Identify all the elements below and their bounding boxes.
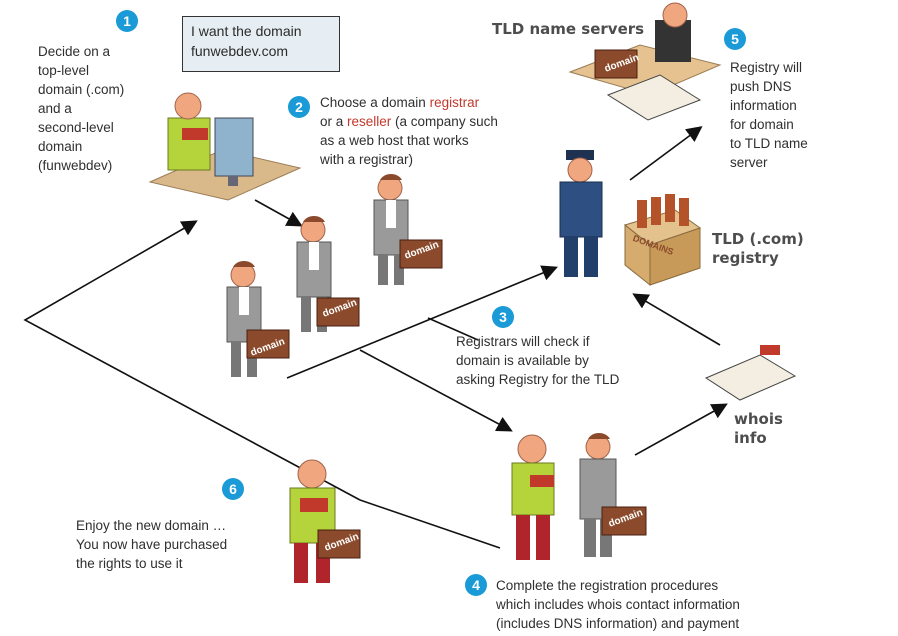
step-text-line: Choose a domain registrar bbox=[320, 93, 498, 112]
speech-bubble-line: funwebdev.com bbox=[191, 43, 289, 59]
tld-registry-label: TLD (.com) registry bbox=[712, 230, 804, 268]
step-text-line: top-level bbox=[38, 63, 90, 78]
speech-bubble: I want the domain funwebdev.com bbox=[182, 16, 340, 72]
step-1-text: Decide on a top-level domain (.com) and … bbox=[38, 42, 124, 175]
step-text-line: Enjoy the new domain … bbox=[76, 518, 227, 533]
arrow-to-registry bbox=[286, 265, 558, 379]
step-text-line: domain bbox=[38, 139, 83, 154]
step-text-line: Registry will bbox=[730, 60, 803, 75]
step-6-text: Enjoy the new domain … You now have purc… bbox=[76, 516, 227, 573]
step-text-line: which includes whois contact information bbox=[496, 597, 740, 612]
step-4-badge: 4 bbox=[465, 574, 487, 596]
step-text-line: asking Registry for the TLD bbox=[456, 372, 620, 387]
step-4-text: Complete the registration procedures whi… bbox=[496, 576, 740, 633]
step-text-line: Decide on a bbox=[38, 44, 111, 59]
step-3-badge: 3 bbox=[492, 306, 514, 328]
step-text-part: (a company such bbox=[391, 114, 498, 129]
customer-registration-figures bbox=[511, 432, 647, 560]
step-5-text: Registry will push DNS information for d… bbox=[730, 58, 808, 172]
arrow-to-registration bbox=[359, 349, 513, 432]
step-text-line: information bbox=[730, 98, 797, 113]
step-text-line: the rights to use it bbox=[76, 556, 183, 571]
step-2-badge: 2 bbox=[288, 96, 310, 118]
name-servers-desk bbox=[568, 2, 722, 121]
step-text-line: to TLD name bbox=[730, 136, 808, 151]
arrow-whois-to-registry bbox=[632, 293, 721, 346]
step-text-line: or a reseller (a company such bbox=[320, 112, 498, 131]
reseller-term: reseller bbox=[347, 114, 392, 129]
step-text-line: (funwebdev) bbox=[38, 158, 113, 173]
tld-name-servers-label: TLD name servers bbox=[492, 20, 645, 38]
step-text-part: Choose a domain bbox=[320, 95, 430, 110]
step-text-part: or a bbox=[320, 114, 348, 129]
arrow-registrar-stub bbox=[427, 317, 479, 341]
step-text-line: (includes DNS information) and payment bbox=[496, 616, 740, 631]
registrar-figures bbox=[226, 173, 443, 377]
step-5-badge: 5 bbox=[724, 28, 746, 50]
step-3-text: Registrars will check if domain is avail… bbox=[456, 332, 619, 389]
step-text-line: You now have purchased bbox=[76, 537, 228, 552]
tld-registry-label-line: registry bbox=[712, 249, 779, 267]
step-text-line: domain is available by bbox=[456, 353, 589, 368]
step-text-line: second-level bbox=[38, 120, 114, 135]
step-6-badge: 6 bbox=[222, 478, 244, 500]
arrow-4-segment bbox=[359, 499, 501, 549]
step-1-badge: 1 bbox=[116, 10, 138, 32]
step-text-line: domain (.com) bbox=[38, 82, 125, 97]
whois-label-line: whois bbox=[734, 410, 783, 428]
desk-user-figure bbox=[148, 92, 302, 201]
step-text-line: push DNS bbox=[730, 79, 792, 94]
step-text-line: for domain bbox=[730, 117, 794, 132]
domain-owner-figure bbox=[289, 459, 361, 583]
registrar-term: registrar bbox=[429, 95, 480, 110]
step-text-line: Complete the registration procedures bbox=[496, 578, 719, 593]
step-text-line: as a web host that works bbox=[320, 133, 469, 148]
arrow-to-nameservers bbox=[629, 126, 703, 181]
speech-bubble-line: I want the domain bbox=[191, 23, 302, 39]
step-2-text: Choose a domain registrar or a reseller … bbox=[320, 93, 498, 169]
whois-clipboard bbox=[704, 345, 797, 401]
tld-registry-label-line: TLD (.com) bbox=[712, 230, 804, 248]
step-text-line: Registrars will check if bbox=[456, 334, 590, 349]
step-text-line: with a registrar) bbox=[320, 152, 414, 167]
flow-arrows bbox=[23, 126, 728, 549]
arrow-1-to-2 bbox=[254, 199, 303, 227]
arrow-6-to-1 bbox=[23, 220, 361, 501]
step-text-line: server bbox=[730, 155, 768, 170]
registry-officer-figure bbox=[559, 150, 603, 277]
domains-crate bbox=[623, 194, 702, 287]
whois-label-line: info bbox=[734, 429, 767, 447]
arrow-to-whois bbox=[634, 403, 728, 456]
step-text-line: and a bbox=[38, 101, 72, 116]
whois-info-label: whois info bbox=[734, 410, 783, 448]
